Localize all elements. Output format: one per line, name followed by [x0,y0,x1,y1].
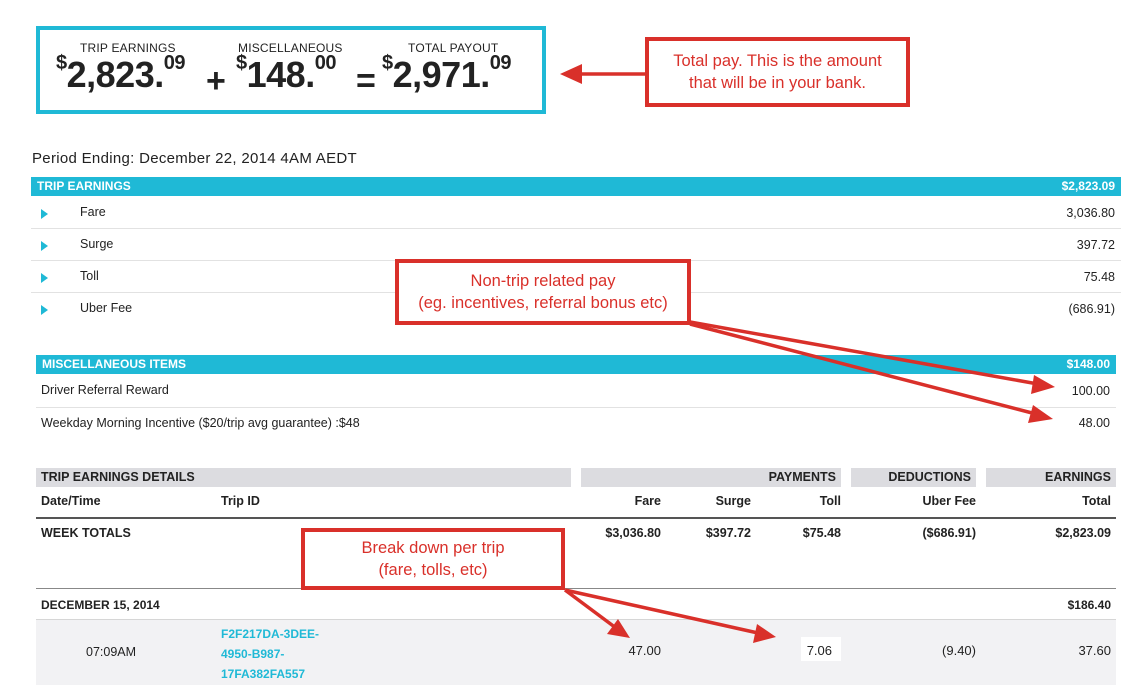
non-trip-callout: Non-trip related pay (eg. incentives, re… [395,259,691,325]
misc-items-title: MISCELLANEOUS ITEMS [42,357,187,371]
arrow-to-fare [563,588,618,630]
trip-earnings-amount: $2,823.09 [56,52,185,95]
total-pay-callout: Total pay. This is the amount that will … [645,37,910,107]
week-totals-label: WEEK TOTALS [41,526,131,540]
week-totals-fare: $3,036.80 [605,526,661,540]
col-total: Total [1082,494,1111,508]
arrow-to-incentive [689,322,1037,416]
trip-uber-fee: (9.40) [942,643,976,658]
row-value: 48.00 [1078,416,1110,430]
col-surge: Surge [715,494,751,508]
col-trip-id: Trip ID [221,494,260,508]
trip-id-link[interactable]: F2F217DA-3DEE- 4950-B987- 17FA382FA557 [221,627,320,681]
misc-row-referral: Driver Referral Reward 100.00 [36,375,1116,408]
trip-fare: 47.00 [628,643,661,658]
expand-arrow-icon[interactable] [41,305,48,315]
toll-cell-bg [801,637,841,661]
arrowhead-fare [607,619,630,638]
col-uber-fee: Uber Fee [922,494,977,508]
week-totals-total: $2,823.09 [1055,526,1111,540]
trip-row[interactable]: 07:09AM F2F217DA-3DEE- 4950-B987- 17FA38… [36,620,1116,685]
row-label: Uber Fee [80,301,133,315]
equals-sign: = [356,62,376,100]
misc-amount: $148.00 [236,52,336,95]
misc-items-total: $148.00 [1066,357,1110,371]
payout-summary: TRIP EARNINGS $2,823.09 + MISCELLANEOUS … [36,26,546,114]
trip-total: 37.60 [1078,643,1111,658]
day-divider [36,619,1116,620]
misc-row-incentive: Weekday Morning Incentive ($20/trip avg … [36,408,1116,438]
trip-toll: 7.06 [806,643,832,658]
week-totals-uber-fee: ($686.91) [922,526,976,540]
header-divider [36,517,1116,519]
trip-earnings-total: $2,823.09 [1061,179,1115,193]
row-label: Weekday Morning Incentive ($20/trip avg … [41,416,360,430]
arrow-to-toll [564,588,759,635]
arrowhead-referral [1031,375,1055,394]
arrowhead-toll [753,624,776,643]
trip-earnings-title: TRIP EARNINGS [37,179,131,193]
misc-label: MISCELLANEOUS [238,41,343,55]
row-value: 397.72 [1076,238,1115,252]
day-label: DECEMBER 15, 2014 [41,598,160,612]
expand-arrow-icon[interactable] [41,273,48,283]
day-total: $186.40 [1067,598,1111,612]
period-ending: Period Ending: December 22, 2014 4AM AED… [32,150,357,167]
expand-arrow-icon[interactable] [41,209,48,219]
trip-earnings-label: TRIP EARNINGS [80,41,176,55]
row-label: Driver Referral Reward [41,383,169,397]
row-label: Fare [80,205,106,219]
total-payout-label: TOTAL PAYOUT [408,41,499,55]
col-datetime: Date/Time [41,494,101,508]
row-value: (686.91) [1068,302,1115,316]
details-header: TRIP EARNINGS DETAILS [36,468,571,487]
week-totals-toll: $75.48 [802,526,841,540]
row-value: 75.48 [1083,270,1115,284]
trip-earnings-row-fare[interactable]: Fare 3,036.80 [31,197,1121,229]
trip-time: 07:09AM [86,645,137,659]
arrowhead-incentive [1028,405,1053,423]
col-toll: Toll [819,494,841,508]
row-label: Toll [80,269,99,283]
misc-items-header: MISCELLANEOUS ITEMS $148.00 [36,355,1116,374]
week-divider [36,588,1116,589]
breakdown-callout: Break down per trip (fare, tolls, etc) [301,528,565,590]
arrowhead-total [560,64,582,84]
row-value: 100.00 [1071,384,1110,398]
arrow-to-referral [689,320,1039,386]
earnings-header: EARNINGS [986,468,1116,487]
total-payout-amount: $2,971.09 [382,52,511,95]
row-label: Surge [80,237,114,251]
week-totals-surge: $397.72 [705,526,751,540]
trip-earnings-header: TRIP EARNINGS $2,823.09 [31,177,1121,196]
trip-earnings-row-uber-fee[interactable]: Uber Fee (686.91) [31,293,1121,324]
col-fare: Fare [634,494,661,508]
deductions-header: DEDUCTIONS [851,468,976,487]
plus-sign: + [206,62,226,100]
payments-header: PAYMENTS [581,468,841,487]
row-value: 3,036.80 [1066,206,1115,220]
expand-arrow-icon[interactable] [41,241,48,251]
